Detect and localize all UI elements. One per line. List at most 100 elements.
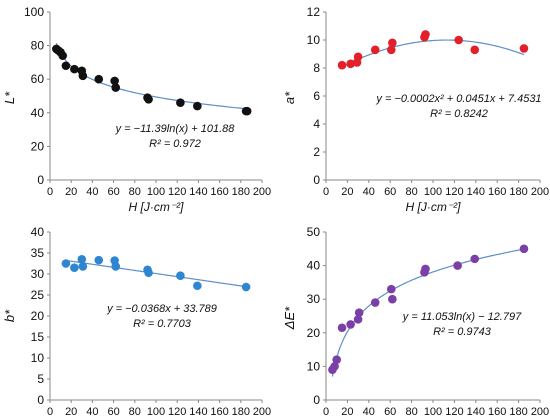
x-tick-label: 40 [86,406,98,418]
x-tick-label: 40 [86,186,98,198]
x-tick-label: 180 [509,406,527,418]
x-tick-label: 60 [107,406,119,418]
x-tick-label: 80 [405,406,417,418]
x-tick-label: 20 [341,186,353,198]
data-point [94,74,104,84]
x-tick-label: 120 [168,186,186,198]
y-tick-label: 15 [31,330,45,344]
data-point [176,271,185,280]
x-tick-label: 160 [488,406,506,418]
data-point [519,44,529,53]
x-tick-label: 180 [232,406,250,418]
y-tick-label: 50 [307,225,321,239]
x-tick-label: 160 [488,186,506,198]
x-axis-label: H [J·cm⁻²] [129,200,185,214]
y-tick-label: 30 [31,267,45,281]
data-point [193,101,202,111]
x-tick-label: 20 [341,406,353,418]
x-tick-label: 80 [405,186,417,198]
y-tick-label: 5 [37,372,44,386]
data-point [388,38,397,48]
y-tick-label: 30 [307,292,321,306]
y-tick-label: 40 [31,225,45,239]
x-tick-label: 140 [467,186,485,198]
y-tick-label: 2 [313,145,320,159]
data-point [470,254,480,264]
x-tick-label: 200 [253,406,271,418]
data-point [241,282,251,292]
y-axis-label: a* [282,91,297,104]
data-point [70,263,79,273]
y-tick-label: 20 [31,309,45,323]
data-point [386,45,396,55]
data-point [110,76,119,86]
x-tick-label: 0 [47,186,53,198]
y-tick-label: 12 [307,5,321,19]
data-point [58,51,68,60]
x-tick-label: 200 [253,186,271,198]
trend-equation: y = 11.053ln(x) − 12.797 [402,311,522,323]
x-tick-label: 200 [531,406,549,418]
data-point [193,281,202,291]
x-tick-label: 0 [47,406,53,418]
y-tick-label: 8 [313,61,320,75]
x-tick-label: 0 [323,186,329,198]
x-tick-label: 200 [531,186,549,198]
y-tick-label: 0 [37,393,44,407]
y-tick-label: 40 [307,259,321,273]
trend-line [64,259,247,288]
y-tick-label: 10 [307,359,321,373]
y-tick-label: 20 [307,326,321,340]
data-point [370,45,380,55]
x-tick-label: 60 [384,406,396,418]
data-point [386,284,396,294]
data-point [111,262,121,271]
y-axis-label: L* [2,91,17,104]
data-point [111,83,121,92]
trend-equation: y = −0.0368x + 33.789 [106,303,217,315]
panel-a-star: 0 20 40 60 80 100 120 140 160 180 200 0 2 4 6 8 10 12 H [J… [282,5,549,214]
x-tick-label: 120 [445,406,463,418]
y-tick-label: 6 [313,89,320,103]
y-tick-label: 0 [313,173,320,187]
data-point [144,268,153,278]
y-tick-label: 80 [31,39,45,53]
x-tick-label: 100 [424,186,442,198]
x-tick-label: 20 [65,186,77,198]
trend-equation: y = −11.39ln(x) + 101.88 [115,123,236,135]
y-tick-label: 0 [313,393,320,407]
data-point [61,61,71,71]
y-tick-label: 25 [31,288,45,302]
r-squared: R² = 0.7703 [133,318,192,330]
x-tick-label: 180 [509,186,527,198]
x-tick-label: 100 [147,186,165,198]
x-tick-label: 140 [189,406,207,418]
panel-b-star: 0 20 40 60 80 100 120 140 160 180 200 0 5 10 15 20 25 30 3… [2,225,271,418]
data-point [61,259,71,268]
data-point [346,320,355,329]
y-tick-label: 40 [31,106,45,120]
data-point [454,35,463,45]
trend-equation: y = −0.0002x² + 0.0451x + 7.4531 [375,93,541,105]
data-point [370,298,380,307]
y-tick-label: 100 [24,5,44,19]
data-point [242,106,252,116]
x-tick-label: 120 [168,406,186,418]
x-tick-label: 20 [65,406,77,418]
x-tick-label: 140 [467,406,485,418]
y-tick-label: 10 [31,351,45,365]
data-point [353,52,363,62]
y-tick-label: 20 [31,139,45,153]
data-point [332,355,342,364]
data-point [70,64,79,74]
x-tick-label: 180 [232,186,250,198]
data-point [346,59,355,69]
data-point [470,45,480,55]
data-point [337,60,347,70]
x-tick-label: 100 [147,406,165,418]
data-point [519,244,529,254]
data-point [421,264,430,274]
r-squared: R² = 0.9743 [433,326,492,338]
data-point [144,95,153,104]
